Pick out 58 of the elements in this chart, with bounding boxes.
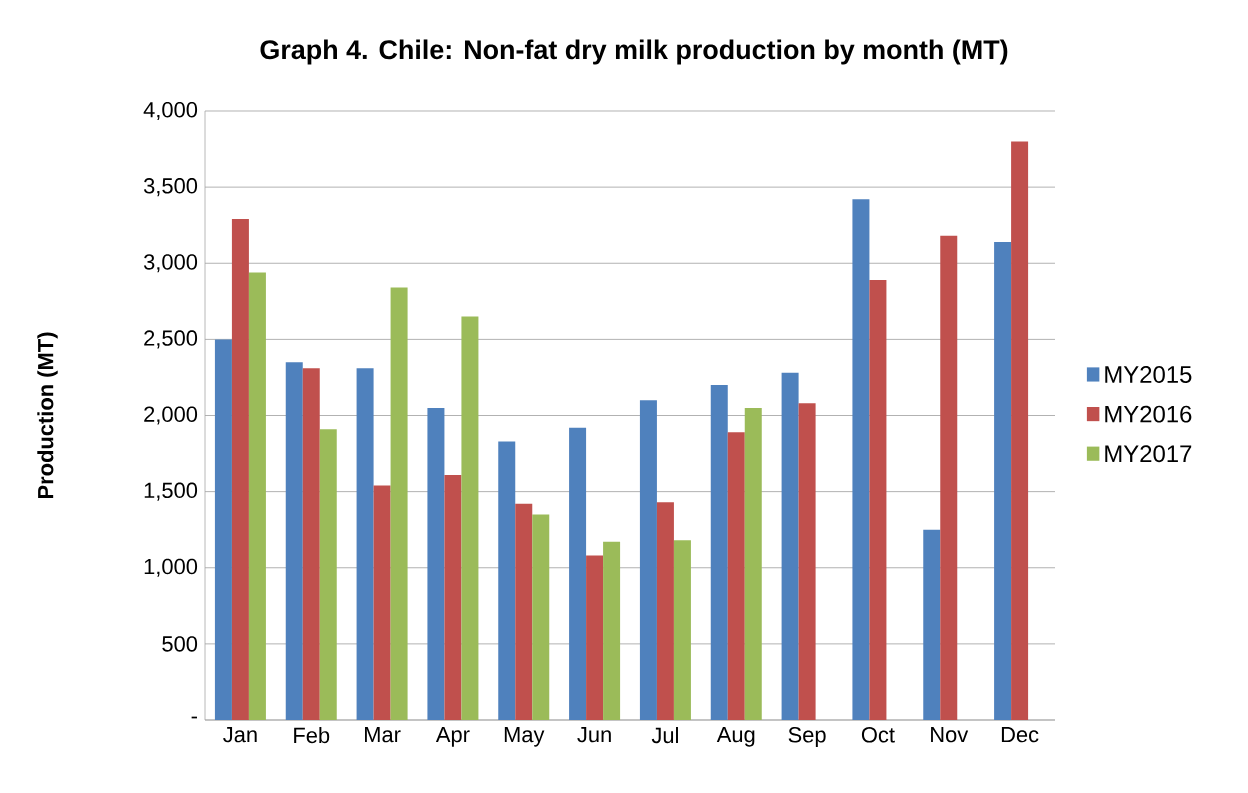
bar — [727, 432, 745, 720]
bar — [285, 362, 303, 720]
legend-label: MY2015 — [1105, 366, 1192, 383]
bar — [869, 279, 887, 720]
bar — [532, 514, 550, 720]
bar — [427, 407, 445, 720]
bar — [744, 407, 762, 720]
x-tick-label: Oct — [861, 727, 895, 743]
legend-label: MY2016 — [1105, 405, 1192, 423]
bar — [569, 427, 587, 720]
bar — [461, 316, 479, 720]
bar — [852, 199, 870, 720]
bar — [994, 241, 1012, 720]
bar — [1011, 141, 1029, 720]
y-tick-label: 3,000 — [143, 254, 198, 273]
bar — [214, 339, 232, 720]
bar — [781, 372, 799, 720]
x-tick-label: Feb — [294, 727, 330, 744]
x-tick-label: Apr — [435, 727, 470, 747]
bar — [798, 403, 816, 720]
x-tick-label: Aug — [716, 727, 755, 747]
legend-label: MY2017 — [1105, 445, 1192, 463]
y-tick-label: 4,000 — [143, 101, 198, 121]
bar — [656, 502, 674, 720]
x-tick-label: Jul — [651, 727, 678, 744]
chart-title: Graph 4. Chile: Non-fat dry milk production by month (MT) — [260, 39, 1008, 65]
y-tick-label: 1,000 — [144, 558, 198, 577]
y-tick-label: 2,000 — [144, 406, 198, 425]
bar — [498, 441, 516, 720]
y-axis-title: Production (MT) — [37, 332, 58, 499]
x-tick-label: Nov — [931, 727, 969, 743]
y-tick-label: 3,500 — [143, 178, 198, 197]
bar — [319, 429, 337, 720]
bar — [923, 529, 941, 720]
bar — [302, 368, 320, 720]
bar — [940, 235, 958, 720]
bar — [356, 368, 374, 720]
y-tick-label: 2,500 — [144, 330, 198, 349]
bar — [586, 555, 604, 720]
y-tick-label: 500 — [162, 636, 198, 652]
y-tick-label: - — [191, 716, 197, 719]
bar — [444, 474, 462, 720]
x-tick-label: May — [504, 727, 545, 747]
x-tick-label: Sep — [788, 727, 826, 747]
y-tick-label: 1,500 — [144, 482, 198, 501]
bar — [231, 219, 249, 720]
bar — [373, 485, 391, 720]
bar — [390, 287, 408, 720]
x-tick-label: Dec — [1001, 727, 1039, 743]
bar — [603, 541, 621, 720]
x-tick-label: Mar — [365, 727, 401, 743]
x-tick-label: Jan — [223, 727, 257, 743]
x-tick-label: Jun — [577, 727, 611, 743]
bar — [673, 540, 691, 720]
bar — [639, 400, 657, 720]
bar — [710, 385, 728, 720]
bar — [248, 272, 266, 720]
bar — [515, 503, 533, 720]
